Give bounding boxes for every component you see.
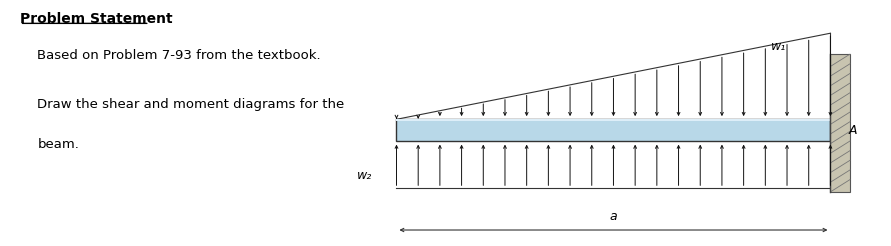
Polygon shape [830, 54, 850, 192]
Text: w₂: w₂ [357, 169, 372, 182]
Text: A: A [848, 124, 857, 137]
Text: Based on Problem 7-93 from the textbook.: Based on Problem 7-93 from the textbook. [37, 49, 321, 62]
Text: Draw the shear and moment diagrams for the: Draw the shear and moment diagrams for t… [37, 98, 345, 111]
Polygon shape [396, 119, 830, 121]
Text: w₁: w₁ [771, 40, 786, 53]
Text: Problem Statement: Problem Statement [20, 12, 172, 26]
Polygon shape [396, 119, 830, 141]
Text: beam.: beam. [37, 138, 79, 151]
Text: a: a [609, 210, 617, 223]
